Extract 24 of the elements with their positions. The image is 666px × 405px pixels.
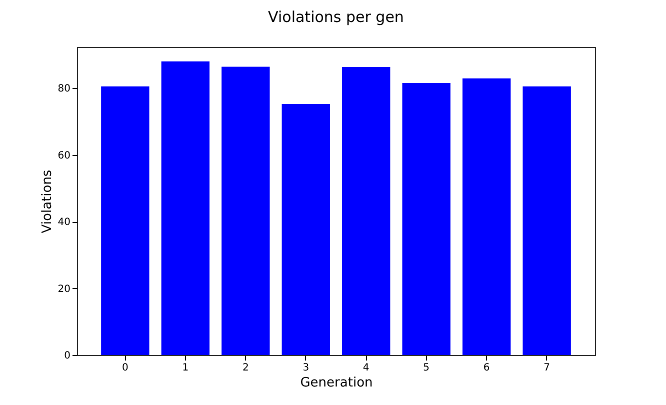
x-tick-label: 7 [544, 362, 550, 374]
y-axis-title: Violations [40, 170, 55, 234]
x-tick-label: 1 [182, 362, 189, 374]
y-tick-label: 60 [58, 150, 70, 162]
bar [101, 86, 150, 355]
x-tick-label: 4 [362, 362, 370, 374]
y-tick-label: 40 [58, 217, 70, 228]
bar [522, 86, 571, 355]
bar [342, 67, 390, 355]
x-tick-label: 5 [423, 362, 430, 374]
y-tick-label: 20 [58, 284, 70, 295]
bar [222, 66, 270, 355]
y-tick-label: 0 [64, 350, 70, 362]
x-axis-title: Generation [300, 376, 373, 390]
x-tick-label: 6 [483, 362, 490, 374]
bar [282, 104, 330, 355]
chart-title: Violations per gen [268, 8, 404, 26]
bar [402, 83, 450, 355]
x-tick-label: 0 [122, 362, 128, 374]
bar [161, 61, 210, 355]
y-tick-label: 80 [58, 84, 70, 95]
x-tick-label: 2 [242, 362, 249, 374]
bar [462, 78, 511, 355]
x-tick-label: 3 [302, 362, 310, 374]
